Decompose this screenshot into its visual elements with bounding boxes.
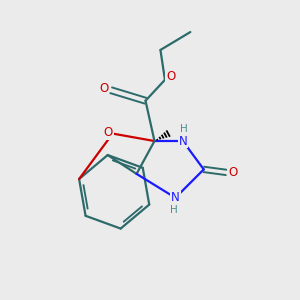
Text: O: O	[103, 126, 113, 139]
Text: N: N	[178, 134, 187, 148]
Text: H: H	[170, 205, 178, 215]
Text: N: N	[171, 191, 180, 204]
Text: O: O	[99, 82, 108, 95]
Text: O: O	[166, 70, 176, 83]
Text: O: O	[228, 166, 237, 179]
Text: H: H	[181, 124, 188, 134]
